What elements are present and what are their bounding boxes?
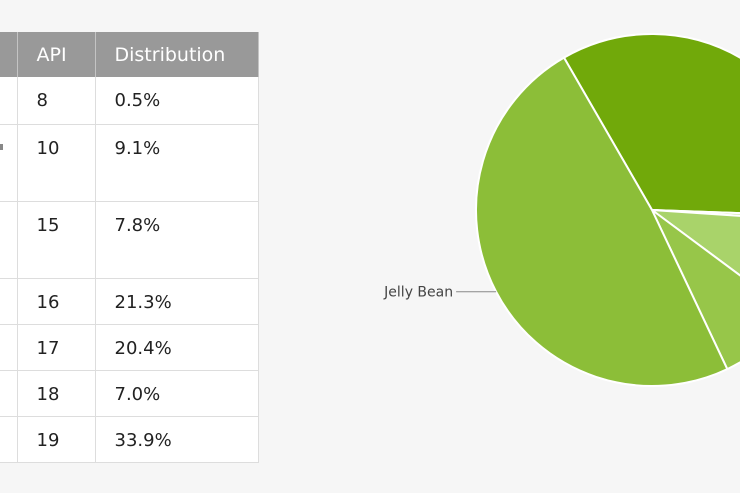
version-cell <box>0 416 18 463</box>
pie-slice-1 <box>651 209 740 217</box>
distribution-table-panel: API Distribution 8 0.5% 10 9.1% 15 <box>0 32 259 463</box>
pie-slice-0 <box>562 33 740 215</box>
pie-slice-2 <box>648 208 740 277</box>
header-version <box>0 32 18 77</box>
version-cell <box>0 324 18 371</box>
table-row: 10 9.1% <box>0 124 259 202</box>
table-row: 8 0.5% <box>0 77 259 125</box>
header-api: API <box>17 32 96 77</box>
distribution-cell: 7.0% <box>95 370 259 417</box>
api-cell: 15 <box>17 201 96 279</box>
table-row: 16 21.3% <box>0 278 259 325</box>
api-cell: 18 <box>17 370 96 417</box>
version-cell <box>0 370 18 417</box>
pie-slice-4 <box>475 56 729 387</box>
table-row: 15 7.8% <box>0 201 259 279</box>
slice-label: Jelly Bean <box>383 285 453 301</box>
header-distribution: Distribution <box>95 32 259 77</box>
api-cell: 10 <box>17 124 96 202</box>
table-row: 17 20.4% <box>0 324 259 371</box>
table-row: 18 7.0% <box>0 370 259 417</box>
distribution-cell: 21.3% <box>95 278 259 325</box>
distribution-cell: 0.5% <box>95 77 259 125</box>
api-cell: 17 <box>17 324 96 371</box>
api-cell: 16 <box>17 278 96 325</box>
version-cell <box>0 201 18 279</box>
row-marker <box>0 143 3 150</box>
distribution-cell: 33.9% <box>95 416 259 463</box>
distribution-cell: 9.1% <box>95 124 259 202</box>
distribution-cell: 7.8% <box>95 201 259 279</box>
table-header-row: API Distribution <box>0 32 259 77</box>
distribution-cell: 20.4% <box>95 324 259 371</box>
distribution-table: API Distribution 8 0.5% 10 9.1% 15 <box>0 32 259 463</box>
version-cell <box>0 77 18 125</box>
table-row: 19 33.9% <box>0 416 259 463</box>
api-cell: 19 <box>17 416 96 463</box>
api-cell: 8 <box>17 77 96 125</box>
version-cell <box>0 124 18 202</box>
version-cell <box>0 278 18 325</box>
